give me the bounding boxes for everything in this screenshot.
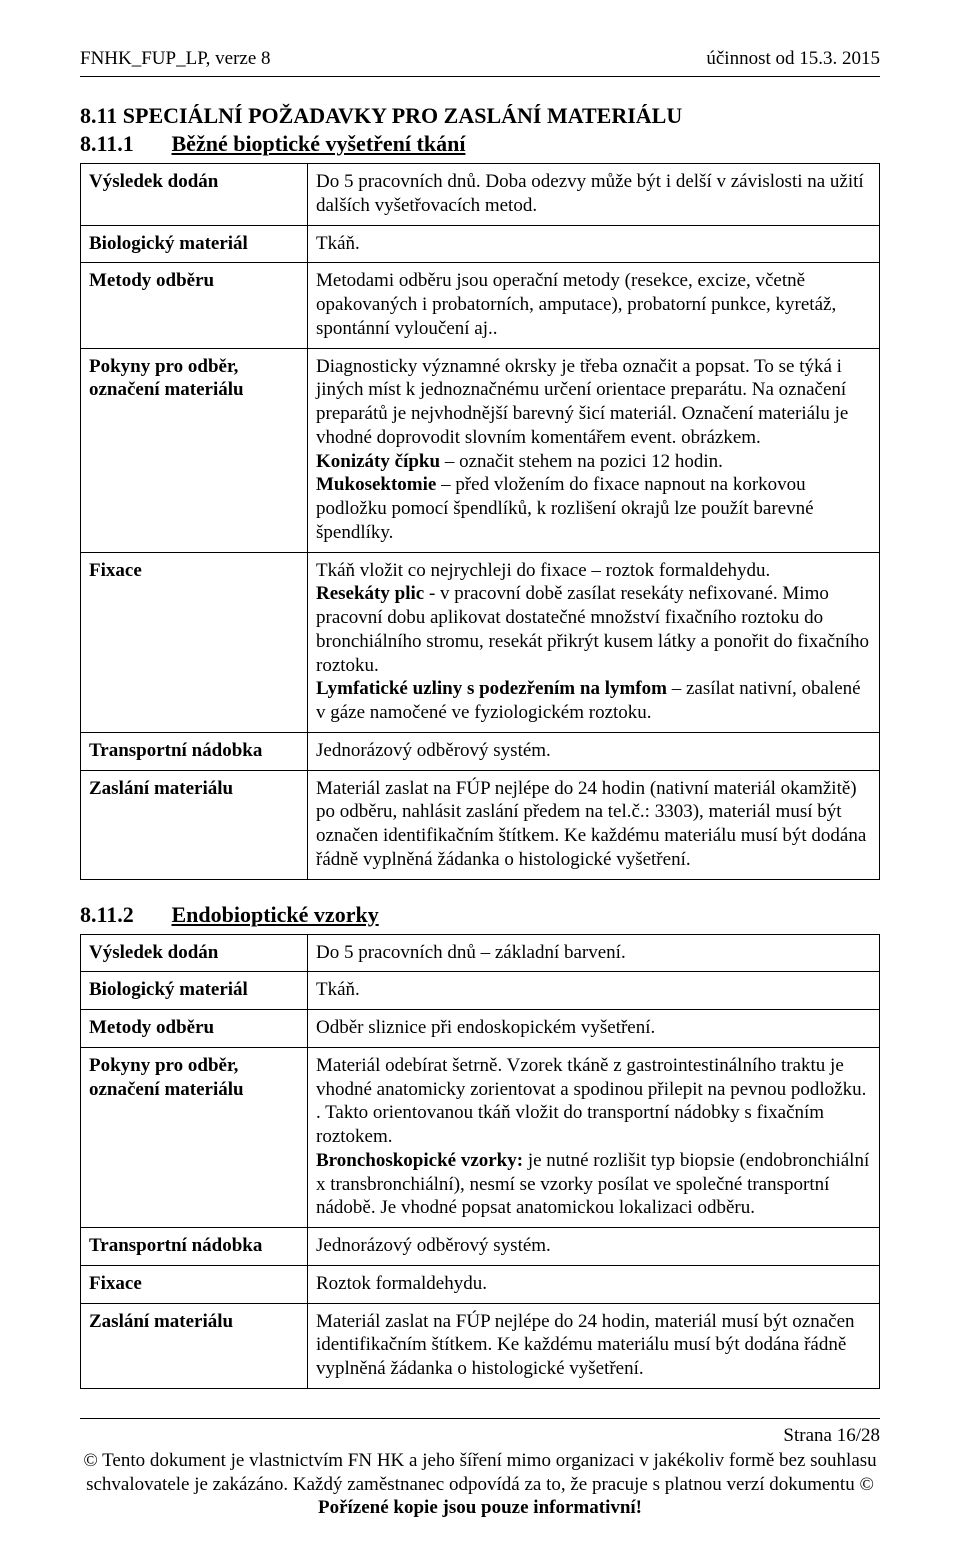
table-row: Pokyny pro odběr, označení materiáluMate… (81, 1047, 880, 1227)
table-row: Zaslání materiáluMateriál zaslat na FÚP … (81, 770, 880, 879)
row-value: Tkáň. (308, 972, 880, 1010)
footer-line-2: schvalovatele je zakázáno. Každý zaměstn… (86, 1474, 874, 1495)
row-value: Materiál zaslat na FÚP nejlépe do 24 hod… (308, 1303, 880, 1388)
section-heading: 8.11 SPECIÁLNÍ POŽADAVKY PRO ZASLÁNÍ MAT… (80, 103, 880, 129)
row-label: Metody odběru (81, 263, 308, 348)
row-value: Materiál zaslat na FÚP nejlépe do 24 hod… (308, 770, 880, 879)
row-value: Odběr sliznice při endoskopickém vyšetře… (308, 1010, 880, 1048)
table-row: Výsledek dodánDo 5 pracovních dnů. Doba … (81, 164, 880, 226)
row-value: Diagnosticky významné okrsky je třeba oz… (308, 348, 880, 552)
table-row: Transportní nádobkaJednorázový odběrový … (81, 732, 880, 770)
row-value: Tkáň vložit co nejrychleji do fixace – r… (308, 552, 880, 732)
table-row: FixaceTkáň vložit co nejrychleji do fixa… (81, 552, 880, 732)
row-value: Jednorázový odběrový systém. (308, 1228, 880, 1266)
row-label: Výsledek dodán (81, 164, 308, 226)
subsection-2-title: Endobioptické vzorky (172, 902, 379, 927)
row-label: Pokyny pro odběr, označení materiálu (81, 1047, 308, 1227)
footer-line-1: © Tento dokument je vlastnictvím FN HK a… (83, 1450, 876, 1471)
row-label: Zaslání materiálu (81, 770, 308, 879)
header-right: účinnost od 15.3. 2015 (706, 48, 880, 70)
page-number: Strana 16/28 (80, 1425, 880, 1447)
subsection-1-title: Běžné bioptické vyšetření tkání (172, 131, 466, 156)
row-label: Výsledek dodán (81, 934, 308, 972)
row-label: Transportní nádobka (81, 732, 308, 770)
table-row: Výsledek dodánDo 5 pracovních dnů – zákl… (81, 934, 880, 972)
table-row: Metody odběruOdběr sliznice při endoskop… (81, 1010, 880, 1048)
header-left: FNHK_FUP_LP, verze 8 (80, 48, 271, 70)
page-header: FNHK_FUP_LP, verze 8 účinnost od 15.3. 2… (80, 48, 880, 70)
row-label: Biologický materiál (81, 225, 308, 263)
page-footer: Strana 16/28 © Tento dokument je vlastni… (80, 1418, 880, 1520)
footer-rule (80, 1418, 880, 1419)
table-row: Pokyny pro odběr, označení materiáluDiag… (81, 348, 880, 552)
row-value: Roztok formaldehydu. (308, 1265, 880, 1303)
table-8-11-1: Výsledek dodánDo 5 pracovních dnů. Doba … (80, 163, 880, 880)
table-row: FixaceRoztok formaldehydu. (81, 1265, 880, 1303)
row-label: Transportní nádobka (81, 1228, 308, 1266)
row-label: Biologický materiál (81, 972, 308, 1010)
row-label: Pokyny pro odběr, označení materiálu (81, 348, 308, 552)
subsection-1-number: 8.11.1 (80, 131, 166, 157)
table-row: Biologický materiálTkáň. (81, 972, 880, 1010)
table-row: Zaslání materiáluMateriál zaslat na FÚP … (81, 1303, 880, 1388)
row-label: Metody odběru (81, 1010, 308, 1048)
row-label: Fixace (81, 1265, 308, 1303)
footer-line-3: Pořízené kopie jsou pouze informativní! (318, 1497, 642, 1518)
table-8-11-2: Výsledek dodánDo 5 pracovních dnů – zákl… (80, 934, 880, 1389)
row-value: Do 5 pracovních dnů – základní barvení. (308, 934, 880, 972)
table-row: Biologický materiálTkáň. (81, 225, 880, 263)
subsection-1-heading: 8.11.1 Běžné bioptické vyšetření tkání (80, 131, 880, 157)
footer-text: © Tento dokument je vlastnictvím FN HK a… (80, 1449, 880, 1520)
subsection-2-number: 8.11.2 (80, 902, 166, 928)
row-value: Materiál odebírat šetrně. Vzorek tkáně z… (308, 1047, 880, 1227)
row-value: Do 5 pracovních dnů. Doba odezvy může bý… (308, 164, 880, 226)
row-value: Jednorázový odběrový systém. (308, 732, 880, 770)
table-row: Metody odběruMetodami odběru jsou operač… (81, 263, 880, 348)
subsection-2-heading: 8.11.2 Endobioptické vzorky (80, 902, 880, 928)
header-rule (80, 76, 880, 77)
row-label: Zaslání materiálu (81, 1303, 308, 1388)
row-label: Fixace (81, 552, 308, 732)
table-row: Transportní nádobkaJednorázový odběrový … (81, 1228, 880, 1266)
row-value: Metodami odběru jsou operační metody (re… (308, 263, 880, 348)
row-value: Tkáň. (308, 225, 880, 263)
